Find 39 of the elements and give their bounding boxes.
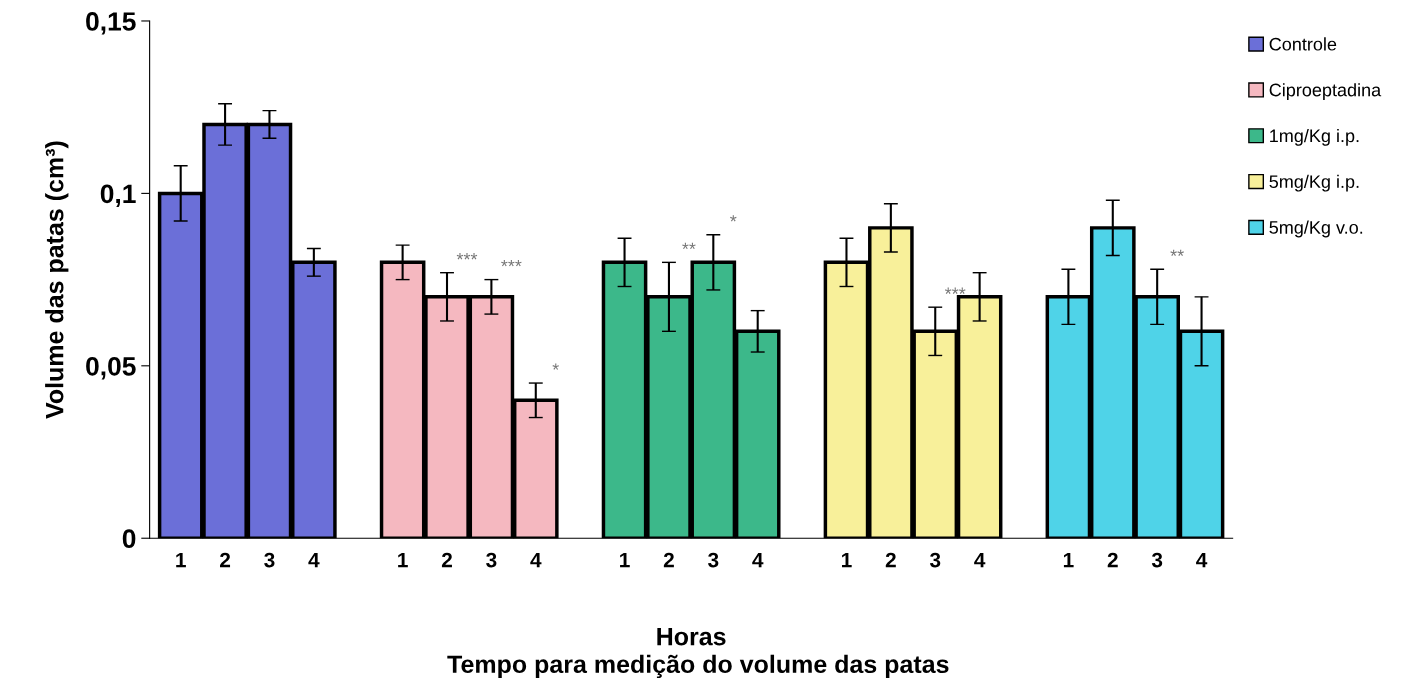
legend-label: Controle bbox=[1269, 37, 1337, 51]
x-tick-label: 4 bbox=[974, 552, 986, 568]
y-axis-title: Volume das patas (cm³) bbox=[45, 141, 69, 419]
x-tick-label: 4 bbox=[1196, 552, 1208, 568]
x-tick-label: 4 bbox=[752, 552, 764, 568]
legend-label: 1mg/Kg i.p. bbox=[1270, 128, 1359, 146]
y-tick-label: 0,15 bbox=[86, 12, 136, 35]
x-tick-label: 2 bbox=[885, 552, 896, 568]
x-tick-label: 3 bbox=[264, 552, 275, 568]
data-label: ** bbox=[1170, 249, 1184, 256]
x-tick-label: 1 bbox=[1063, 552, 1074, 568]
y-tick-label: 0,05 bbox=[86, 356, 136, 380]
x-tick-label: 2 bbox=[220, 552, 231, 568]
x-tick-label: 2 bbox=[663, 552, 674, 568]
legend-label: Ciproeptadina bbox=[1269, 83, 1382, 100]
x-tick-label: 3 bbox=[929, 552, 941, 568]
x-tick-label: 1 bbox=[176, 552, 186, 568]
data-label: *** bbox=[944, 287, 966, 294]
legend-label: 5mg/Kg i.p. bbox=[1269, 174, 1359, 192]
x-tick-label: 1 bbox=[841, 552, 852, 568]
data-label: ** bbox=[682, 242, 696, 250]
x-tick-label: 3 bbox=[1151, 552, 1163, 568]
data-label: * bbox=[552, 363, 559, 370]
x-tick-label: 3 bbox=[486, 552, 497, 568]
text: Tempo para medição do volume das patas bbox=[447, 654, 949, 679]
y-tick-label: 0,1 bbox=[100, 184, 136, 208]
y-tick-label: 0 bbox=[122, 529, 136, 549]
data-label: *** bbox=[456, 253, 478, 260]
x-tick-label: 4 bbox=[530, 552, 542, 568]
x-tick-label: 3 bbox=[708, 552, 719, 568]
x-tick-label: 2 bbox=[1107, 552, 1118, 568]
data-label: * bbox=[730, 215, 737, 222]
x-tick-label: 4 bbox=[308, 552, 320, 568]
x-axis-title: Horas bbox=[657, 628, 726, 646]
x-tick-label: 2 bbox=[441, 552, 452, 568]
data-label: *** bbox=[501, 259, 522, 267]
legend-label: 5mg/Kg v.o. bbox=[1269, 220, 1363, 238]
x-tick-label: 1 bbox=[620, 552, 630, 568]
x-tick-label: 1 bbox=[398, 552, 408, 568]
